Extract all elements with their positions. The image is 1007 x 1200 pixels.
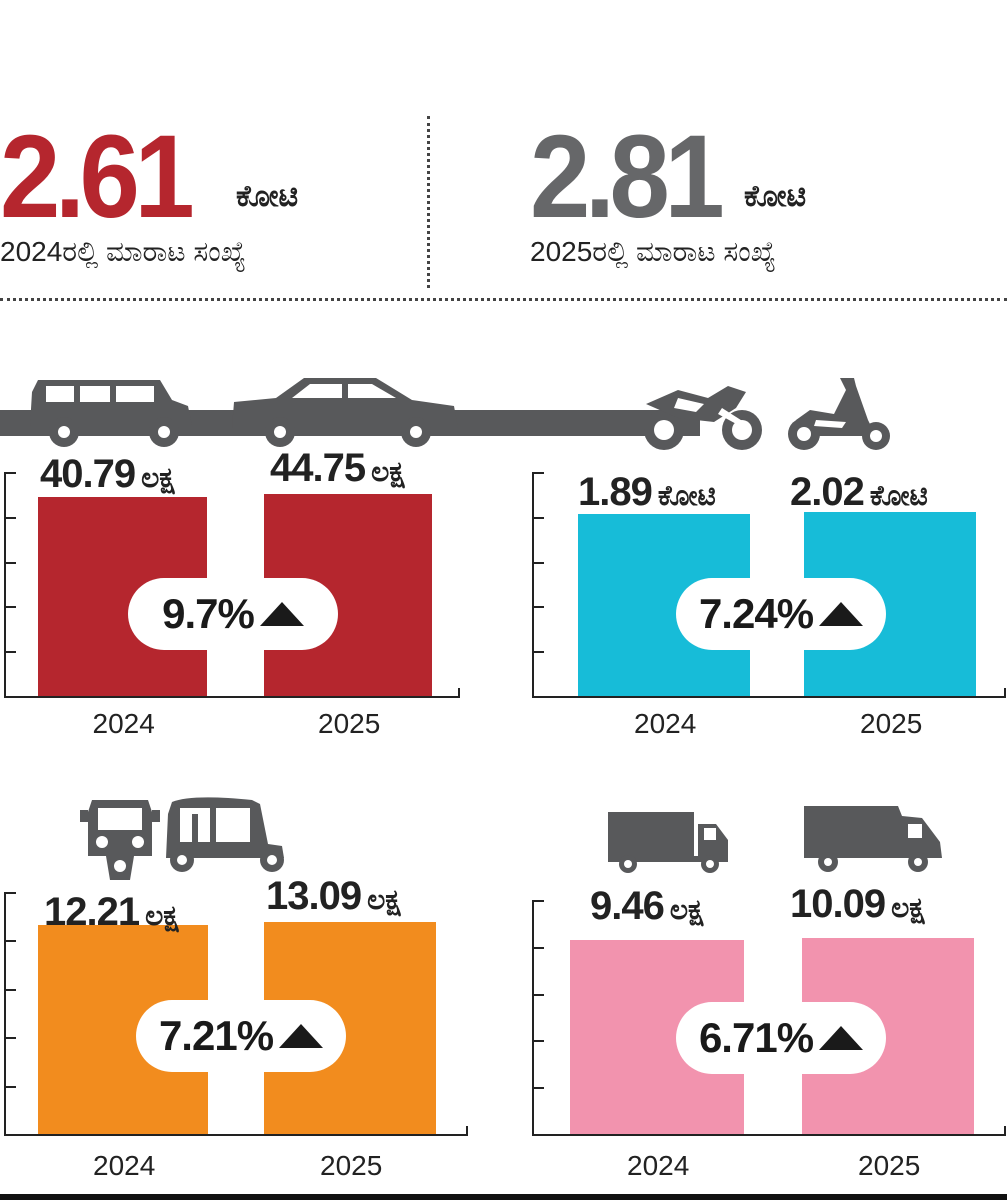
header-rule <box>0 298 1007 301</box>
y-axis-tick <box>532 561 544 564</box>
bar-data-label: 1.89 ಕೋಟಿ <box>578 472 716 512</box>
bar-data-value: 12.21 <box>44 890 140 934</box>
growth-percent: 6.71% <box>698 1014 814 1061</box>
truck-icon <box>608 812 728 873</box>
y-axis <box>4 472 6 696</box>
bar-data-label: 2.02 ಕೋಟಿ <box>790 472 928 512</box>
x-axis <box>532 696 1006 698</box>
y-axis-tick <box>532 1087 544 1090</box>
x-axis <box>4 1134 468 1136</box>
sedan-icon <box>232 378 458 447</box>
bottom-rule <box>0 1194 1007 1200</box>
growth-percent: 7.21% <box>158 1012 274 1059</box>
x-tick-label: 2025 <box>860 708 923 739</box>
y-axis-tick <box>4 606 16 609</box>
y-axis-tick <box>532 516 544 519</box>
up-arrow-icon <box>819 602 864 626</box>
bar-data-value: 2.02 <box>790 470 865 514</box>
bar-data-label: 44.75 ಲಕ್ಷ <box>270 448 404 488</box>
x-tick-label: 2024 <box>627 1150 690 1181</box>
x-axis-end-tick <box>458 688 460 698</box>
bar-data-value: 10.09 <box>790 882 886 926</box>
bar-data-label: 13.09 ಲಕ್ಷ <box>266 876 400 916</box>
y-axis-tick <box>4 988 16 991</box>
total-2025-value: 2.81 <box>530 111 725 243</box>
x-axis-end-tick <box>1004 688 1006 698</box>
x-axis-end-tick <box>466 1126 468 1136</box>
x-tick-label: 2024 <box>634 708 697 739</box>
y-axis-tick <box>532 651 544 654</box>
y-axis-tick <box>4 472 16 474</box>
y-axis-tick <box>4 651 16 654</box>
y-axis-tick <box>532 472 544 474</box>
scooter-icon <box>788 378 890 450</box>
growth-percent: 9.7% <box>162 590 255 637</box>
x-tick-label: 2024 <box>92 708 155 739</box>
bar-data-label: 9.46 ಲಕ್ಷ <box>590 886 703 926</box>
total-2024-unit: ಕೋಟಿ <box>236 180 299 213</box>
bar-data-unit: ಲಕ್ಷ <box>891 892 925 923</box>
growth-pill: 7.24% <box>676 578 886 650</box>
y-axis-tick <box>4 892 16 894</box>
x-axis <box>4 696 460 698</box>
x-axis-end-tick <box>1004 1126 1006 1136</box>
growth-pill: 6.71% <box>676 1002 886 1074</box>
auto-rickshaw-front-icon <box>80 800 160 880</box>
y-axis-tick <box>532 900 544 902</box>
total-2025-caption: 2025ರಲ್ಲಿ ಮಾರಾಟ ಸಂಖ್ಯೆ <box>530 236 776 267</box>
bar-data-unit: ಲಕ್ಷ <box>141 462 175 493</box>
y-axis <box>532 472 534 696</box>
y-axis <box>4 892 6 1134</box>
bar-data-unit: ಲಕ್ಷ <box>145 900 179 931</box>
total-2024-value: 2.61 <box>0 111 195 243</box>
bar-data-label: 10.09 ಲಕ್ಷ <box>790 884 924 924</box>
bar-data-label: 12.21 ಲಕ್ಷ <box>44 892 178 932</box>
x-tick-label: 2025 <box>858 1150 921 1181</box>
bar-data-value: 9.46 <box>590 884 665 928</box>
y-axis <box>532 900 534 1134</box>
x-tick-label: 2025 <box>320 1150 383 1181</box>
y-axis-tick <box>4 516 16 519</box>
bar-data-value: 44.75 <box>270 446 366 490</box>
bar-data-unit: ಕೋಟಿ <box>869 480 928 511</box>
y-axis-tick <box>532 606 544 609</box>
cargo-van-icon <box>804 806 942 872</box>
suv-icon <box>30 380 192 447</box>
y-axis-tick <box>4 561 16 564</box>
x-axis <box>532 1134 1006 1136</box>
bar-data-value: 13.09 <box>266 874 362 918</box>
header-divider <box>427 116 430 288</box>
up-arrow-icon <box>259 602 304 626</box>
growth-percent: 7.24% <box>698 590 814 637</box>
bar-data-label: 40.79 ಲಕ್ಷ <box>40 454 174 494</box>
bar-data-value: 1.89 <box>578 470 653 514</box>
up-arrow-icon <box>279 1024 324 1048</box>
y-axis-tick <box>4 940 16 943</box>
x-tick-label: 2025 <box>318 708 381 739</box>
y-axis-tick <box>532 946 544 949</box>
up-arrow-icon <box>819 1026 864 1050</box>
y-axis-tick <box>532 993 544 996</box>
bar-data-unit: ಲಕ್ಷ <box>669 894 704 925</box>
total-2025-unit: ಕೋಟಿ <box>744 180 807 213</box>
growth-pill: 7.21% <box>136 1000 346 1072</box>
bar-data-unit: ಲಕ್ಷ <box>367 884 401 915</box>
auto-rickshaw-side-icon <box>166 797 284 872</box>
growth-pill: 9.7% <box>128 578 338 650</box>
motorcycle-icon <box>644 386 762 450</box>
x-tick-label: 2024 <box>93 1150 156 1181</box>
y-axis-tick <box>4 1037 16 1040</box>
total-2024-caption: 2024ರಲ್ಲಿ ಮಾರಾಟ ಸಂಖ್ಯೆ <box>0 236 246 267</box>
bar-data-unit: ಲಕ್ಷ <box>371 456 405 487</box>
y-axis-tick <box>4 1085 16 1088</box>
y-axis-tick <box>532 1040 544 1043</box>
bar-data-value: 40.79 <box>40 452 136 496</box>
bar-data-unit: ಕೋಟಿ <box>657 480 716 511</box>
